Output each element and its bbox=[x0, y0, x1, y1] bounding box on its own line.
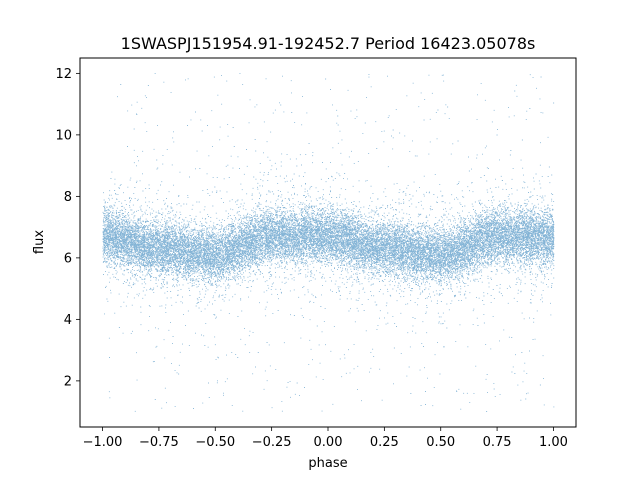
scatter-point-cloud bbox=[102, 73, 555, 412]
x-axis: −1.00 −0.75 −0.50 −0.25 0.00 0.25 0.50 0.75 1.00 bbox=[83, 427, 568, 450]
x-tick-label: 0.00 bbox=[314, 435, 343, 450]
y-tick-label: 2 bbox=[64, 374, 72, 389]
chart-title: 1SWASPJ151954.91-192452.7 Period 16423.0… bbox=[121, 34, 536, 53]
x-tick-label: 0.25 bbox=[370, 435, 399, 450]
y-axis: 2 4 6 8 10 12 bbox=[55, 67, 80, 389]
x-tick-label: −0.25 bbox=[252, 435, 292, 450]
y-tick-label: 12 bbox=[55, 67, 72, 82]
x-tick-label: −1.00 bbox=[83, 435, 123, 450]
y-axis-label: flux bbox=[32, 230, 47, 254]
x-tick-label: 1.00 bbox=[539, 435, 568, 450]
x-tick-label: −0.50 bbox=[195, 435, 235, 450]
y-tick-label: 10 bbox=[55, 128, 72, 143]
x-tick-label: −0.75 bbox=[139, 435, 179, 450]
x-tick-label: 0.75 bbox=[483, 435, 512, 450]
y-tick-label: 8 bbox=[64, 190, 72, 205]
x-axis-label: phase bbox=[308, 456, 347, 471]
y-tick-label: 4 bbox=[64, 313, 72, 328]
y-tick-label: 6 bbox=[64, 251, 72, 266]
scatter-points bbox=[102, 73, 555, 412]
x-tick-label: 0.50 bbox=[426, 435, 455, 450]
